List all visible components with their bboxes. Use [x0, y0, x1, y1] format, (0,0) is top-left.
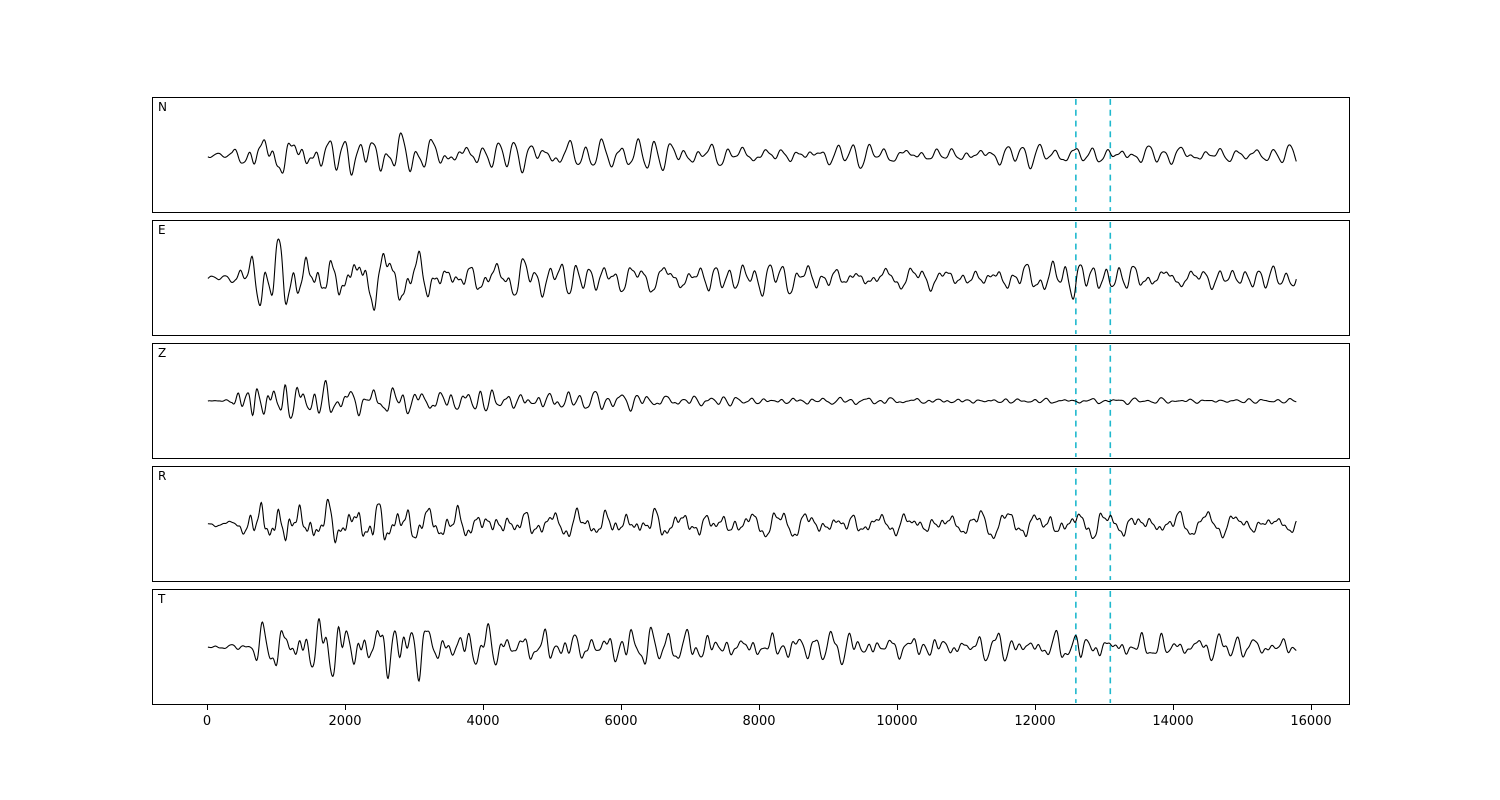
waveform-plot-R [207, 467, 1297, 581]
x-axis: 0 2000 4000 6000 8000 10000 12000 14000 16000 [152, 705, 1350, 745]
x-tick [759, 705, 760, 710]
waveform-plot-E [207, 221, 1297, 335]
x-tick-label: 2000 [328, 714, 362, 729]
panel-label-R: R [158, 469, 167, 483]
x-tick-label: 10000 [876, 714, 918, 729]
trace-Z [207, 379, 1297, 419]
x-tick-label: 12000 [1014, 714, 1056, 729]
x-tick [1035, 705, 1036, 710]
waveform-plot-T [207, 590, 1297, 704]
x-tick-label: 4000 [466, 714, 500, 729]
x-tick-label: 14000 [1152, 714, 1194, 729]
trace-N [207, 132, 1297, 176]
waveform-plot-N [207, 98, 1297, 212]
waveform-plot-Z [207, 344, 1297, 458]
x-tick-label: 16000 [1290, 714, 1332, 729]
x-tick [345, 705, 346, 710]
x-tick-label: 6000 [604, 714, 638, 729]
panel-Z: Z [152, 343, 1350, 459]
panel-E: E [152, 220, 1350, 336]
panel-label-N: N [158, 100, 167, 114]
x-tick [621, 705, 622, 710]
trace-T [207, 618, 1297, 683]
x-tick-label: 0 [202, 714, 212, 729]
panel-R: R [152, 466, 1350, 582]
x-tick [1173, 705, 1174, 710]
x-tick [897, 705, 898, 710]
panel-T: T [152, 589, 1350, 705]
trace-R [207, 498, 1297, 544]
x-tick [1311, 705, 1312, 710]
trace-E [207, 238, 1297, 311]
x-tick [483, 705, 484, 710]
panel-label-E: E [158, 223, 166, 237]
panel-label-T: T [158, 592, 166, 606]
panel-N: N [152, 97, 1350, 213]
panel-label-Z: Z [158, 346, 167, 360]
x-tick-label: 8000 [742, 714, 776, 729]
x-tick [207, 705, 208, 710]
